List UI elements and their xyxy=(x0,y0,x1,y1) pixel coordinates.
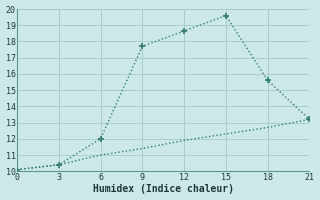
X-axis label: Humidex (Indice chaleur): Humidex (Indice chaleur) xyxy=(93,184,234,194)
